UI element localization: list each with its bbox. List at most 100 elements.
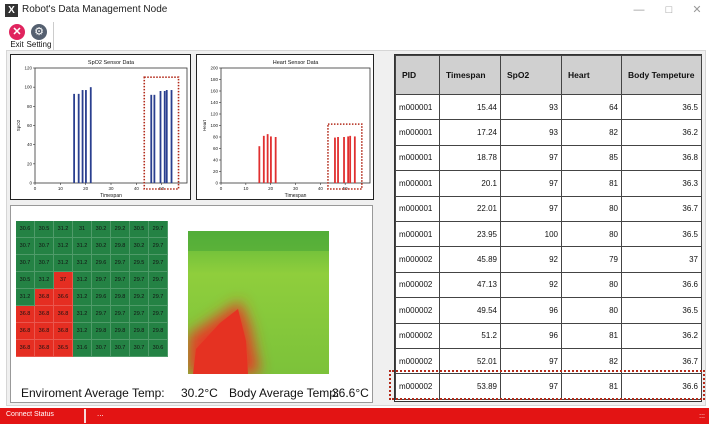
table-cell: 45.89 (439, 246, 501, 273)
toolbar-separator (53, 22, 54, 50)
table-cell: 15.44 (439, 93, 501, 121)
table-row[interactable]: m000001 22.01 97 80 36.7 (395, 195, 702, 222)
body-temp-label: Body Average Temp: (229, 386, 340, 400)
maximize-button[interactable]: □ (665, 4, 673, 16)
table-row[interactable]: m000001 23.95 100 80 36.5 (395, 220, 702, 248)
table-cell: 79 (561, 246, 622, 273)
table-row[interactable]: m000002 49.54 96 80 36.5 (395, 297, 702, 324)
table-cell: 23.95 (439, 220, 501, 248)
setting-button[interactable]: ⚙ Setting (24, 22, 54, 50)
spo2-chart-panel: SpO2 Sensor Data 0 20 40 60 80 100 120 0 10 20 30 40… (10, 54, 191, 200)
table-cell: 92 (500, 271, 562, 299)
temperature-cell: 36.8 (35, 306, 54, 323)
temperature-cell: 30.7 (16, 238, 35, 255)
temperature-cell: 30.7 (35, 255, 54, 272)
table-cell: 36.7 (621, 347, 702, 375)
y-axis-label: Heart (202, 119, 207, 131)
y-tick-label: 180 (210, 77, 218, 82)
exit-button[interactable]: ✕ Exit (2, 22, 32, 50)
column-header[interactable]: PID (395, 55, 440, 95)
table-row[interactable]: m000001 20.1 97 81 36.3 (395, 170, 702, 197)
temperature-cell: 29.8 (111, 238, 130, 255)
temperature-panel: 30.6 30.5 31.2 31 30.2 29.2 30.5 29.7 30.7 30.7 31… (10, 205, 373, 403)
bar (266, 134, 269, 183)
y-tick-label: 80 (27, 104, 33, 109)
table-row[interactable]: m000001 17.24 93 82 36.2 (395, 119, 702, 146)
close-button[interactable]: ✕ (692, 4, 702, 16)
temperature-cell: 36.8 (16, 323, 35, 340)
table-row[interactable]: m000001 18.78 97 85 36.8 (395, 144, 702, 172)
table-cell: m000002 (395, 297, 440, 324)
heart-chart: Heart Sensor Data02040608010012014016018… (202, 60, 371, 199)
resize-grip-icon[interactable]: ::: (699, 413, 705, 420)
temperature-cell: 30.5 (16, 272, 35, 289)
bar (353, 136, 356, 183)
bar (349, 135, 352, 183)
temperature-cell: 29.8 (111, 289, 130, 306)
sensor-data-table: PID Timespan SpO2 Heart Body Tempeture m0000… (395, 55, 702, 400)
y-tick-label: 120 (210, 112, 218, 117)
table-cell: 80 (561, 195, 622, 222)
table-cell: 36.6 (621, 271, 702, 299)
temperature-cell: 30.2 (92, 238, 111, 255)
temperature-cell: 36.5 (54, 340, 73, 357)
x-tick-label: 20 (83, 186, 89, 191)
app-icon: X (5, 4, 18, 17)
y-tick-label: 100 (24, 85, 32, 90)
temperature-cell: 36.8 (35, 323, 54, 340)
table-cell: 96 (500, 322, 562, 349)
temperature-cell: 29.7 (92, 306, 111, 323)
x-tick-label: 10 (58, 186, 64, 191)
column-header[interactable]: SpO2 (500, 55, 562, 95)
bar (150, 94, 153, 183)
column-header[interactable]: Body Tempeture (621, 55, 702, 95)
table-cell: 51.2 (439, 322, 501, 349)
table-cell: 53.89 (439, 373, 501, 400)
temperature-cell: 31.2 (73, 272, 92, 289)
temperature-cell: 29.7 (130, 306, 149, 323)
highlight-box (143, 76, 180, 190)
bar (153, 94, 156, 183)
temperature-cell: 37 (54, 272, 73, 289)
table-row[interactable]: m000002 53.89 97 81 36.6 (395, 373, 702, 400)
temperature-cell: 29.8 (130, 323, 149, 340)
y-tick-label: 0 (215, 181, 218, 186)
temperature-cell: 29.7 (149, 289, 168, 306)
table-row[interactable]: m000002 52.01 97 82 36.7 (395, 347, 702, 375)
connect-status: Connect Status (6, 411, 54, 418)
temperature-cell: 31.2 (54, 238, 73, 255)
column-header[interactable]: Timespan (439, 55, 501, 95)
chart-title: SpO2 Sensor Data (88, 60, 135, 66)
minimize-button[interactable]: — (633, 4, 645, 16)
temperature-cell: 29.6 (92, 255, 111, 272)
temperature-cell: 30.2 (130, 238, 149, 255)
temperature-cell: 31.2 (73, 255, 92, 272)
table-row[interactable]: m000002 45.89 92 79 37 (395, 246, 702, 273)
temperature-cell: 29.5 (130, 255, 149, 272)
table-cell: m000001 (395, 170, 440, 197)
table-cell: 96 (500, 297, 562, 324)
temperature-cell: 29.7 (111, 255, 130, 272)
bar (270, 136, 272, 183)
exit-label: Exit (10, 40, 24, 49)
bar (159, 91, 162, 183)
table-row[interactable]: m000002 51.2 96 81 36.2 (395, 322, 702, 349)
y-tick-label: 60 (213, 146, 219, 151)
column-header[interactable]: Heart (561, 55, 622, 95)
heart-chart-panel: Heart Sensor Data 0 20 40 60 80 100 120 140 160 18… (196, 54, 374, 200)
temperature-cell: 29.7 (149, 272, 168, 289)
x-tick-label: 40 (134, 186, 140, 191)
x-axis-label: Timespan (100, 193, 122, 199)
bar (343, 137, 345, 183)
table-row[interactable]: m000001 15.44 93 64 36.5 (395, 93, 702, 121)
table-cell: m000002 (395, 347, 440, 375)
bar (334, 137, 336, 183)
environment-temp-label: Enviroment Average Temp: (21, 386, 165, 400)
table-row[interactable]: m000002 47.13 92 80 36.6 (395, 271, 702, 299)
temperature-cell: 29.8 (111, 323, 130, 340)
environment-temp-value: 30.2°C (181, 386, 218, 400)
bar (89, 87, 92, 183)
table-cell: m000001 (395, 195, 440, 222)
temperature-cell: 31.2 (16, 289, 35, 306)
table-cell: 82 (561, 119, 622, 146)
